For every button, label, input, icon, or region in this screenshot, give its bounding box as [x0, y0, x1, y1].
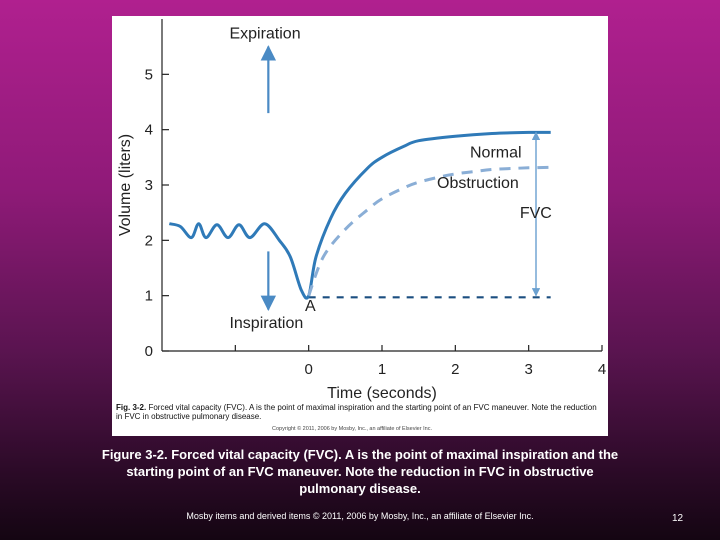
series-lines: [168, 130, 551, 300]
obstruction-curve: [307, 165, 551, 297]
axes: 0 1 2 3 4 0 1 2 3 4 5 Time (seconds) Volume (liters): [117, 19, 606, 402]
x-tick-label: 2: [451, 361, 459, 378]
y-tick-label: 0: [145, 343, 153, 360]
page-number: 12: [672, 513, 684, 524]
y-tick-label: 4: [145, 122, 153, 139]
y-tick-label: 3: [145, 177, 153, 194]
x-tick-label: 4: [598, 361, 606, 378]
fvc-label: FVC: [520, 205, 552, 222]
obstruction-label: Obstruction: [437, 175, 519, 192]
inspiration-label: Inspiration: [229, 315, 303, 332]
normal-curve: [168, 130, 551, 300]
y-axis-title: Volume (liters): [117, 134, 134, 236]
figure-caption-text: Forced vital capacity (FVC). A is the po…: [116, 403, 597, 421]
figure-caption-label: Fig. 3-2.: [116, 403, 147, 412]
annotations: Expiration Inspiration Normal ObstructionFV…: [229, 25, 551, 331]
normal-label: Normal: [470, 144, 522, 161]
expiration-label: Expiration: [229, 25, 300, 42]
figure-credit: Copyright © 2011, 2006 by Mosby, Inc., a…: [272, 426, 432, 432]
footer-credit: Mosby items and derived items © 2011, 20…: [186, 511, 534, 521]
x-tick-label: 3: [524, 361, 532, 378]
x-tick-label: 1: [378, 361, 386, 378]
y-tick-label: 2: [145, 232, 153, 249]
slide-caption: Figure 3-2. Forced vital capacity (FVC).…: [101, 447, 619, 496]
point-a-label: A: [305, 298, 316, 315]
x-tick-label: 0: [304, 361, 312, 378]
figure-panel: 0 1 2 3 4 0 1 2 3 4 5 Time (seconds) Volume (liters)…: [112, 16, 608, 436]
y-tick-label: 5: [145, 66, 153, 83]
x-axis-title: Time (seconds): [327, 385, 437, 402]
y-tick-label: 1: [145, 288, 153, 305]
fvc-chart: 0 1 2 3 4 0 1 2 3 4 5 Time (seconds) Volume (liters)…: [117, 19, 606, 402]
figure-caption: Fig. 3-2. Forced vital capacity (FVC). A…: [116, 403, 604, 421]
